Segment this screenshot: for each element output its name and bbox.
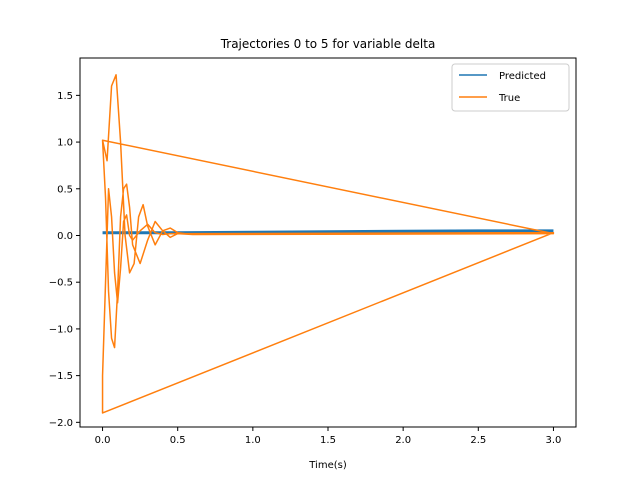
y-axis: −2.0 −1.5 −1.0 −0.5 0.0 0.5 1.0 1.5 — [49, 91, 80, 429]
x-tick-label: 2.5 — [470, 435, 486, 446]
chart-title: Trajectories 0 to 5 for variable delta — [220, 37, 436, 51]
legend-label-predicted: Predicted — [499, 71, 546, 82]
y-tick-label: 0.5 — [57, 184, 73, 195]
legend-label-true: True — [498, 93, 520, 104]
x-tick-label: 1.5 — [320, 435, 336, 446]
y-tick-label: −0.5 — [49, 278, 73, 289]
series-line-true — [101, 74, 555, 414]
x-tick-label: 0.0 — [95, 435, 111, 446]
x-tick-label: 3.0 — [546, 435, 562, 446]
y-tick-label: −1.5 — [49, 371, 73, 382]
legend: Predicted True — [451, 63, 570, 112]
x-tick-label: 1.0 — [245, 435, 261, 446]
x-tick-label: 2.0 — [395, 435, 411, 446]
x-axis-label: Time(s) — [308, 460, 347, 471]
y-tick-label: 1.0 — [57, 138, 73, 149]
y-tick-label: 1.5 — [57, 91, 73, 102]
y-tick-label: −1.0 — [49, 324, 73, 335]
y-tick-label: −2.0 — [49, 418, 73, 429]
x-axis: 0.0 0.5 1.0 1.5 2.0 2.5 3.0 — [95, 427, 562, 446]
x-tick-label: 0.5 — [170, 435, 186, 446]
y-tick-label: 0.0 — [57, 231, 73, 242]
plot-area — [101, 74, 555, 414]
